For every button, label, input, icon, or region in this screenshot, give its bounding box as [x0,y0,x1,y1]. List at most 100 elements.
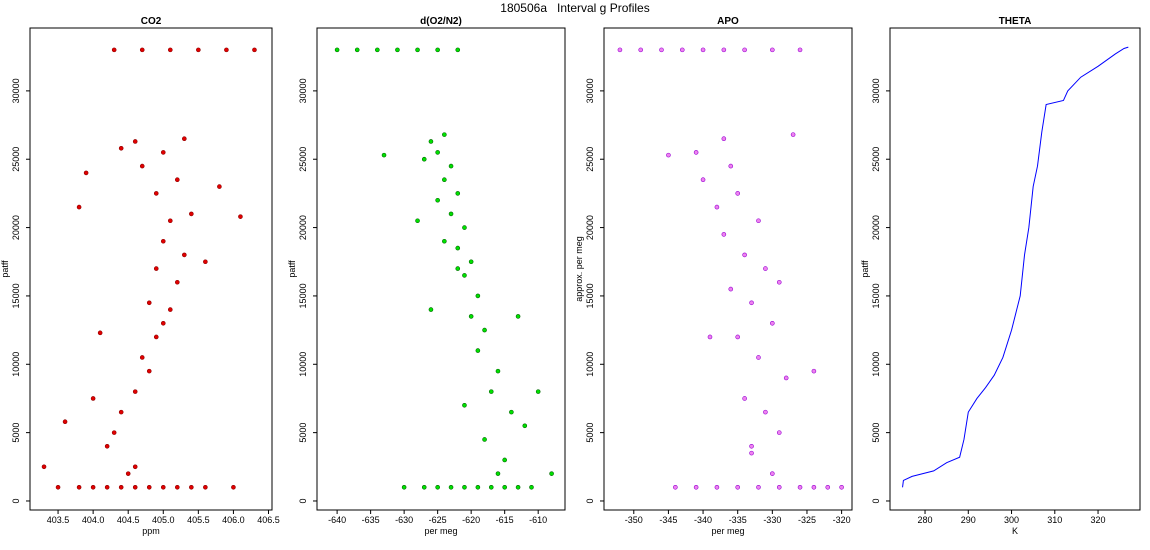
data-point [462,485,467,490]
data-point [763,266,768,271]
panel-title: d(O2/N2) [420,16,462,27]
data-point [175,279,180,285]
data-point [638,47,644,53]
data-point [435,150,440,155]
data-point [125,471,131,476]
panel-title: CO2 [141,16,162,27]
data-point [153,334,159,340]
data-point [790,132,796,137]
data-point [735,485,740,490]
data-point [468,314,474,319]
data-point [118,145,124,151]
data-point [104,485,110,490]
x-tick-label: -630 [395,515,413,525]
data-point [776,279,782,285]
figure-title: 180506a Interval g Profiles [500,1,649,15]
data-point [535,389,541,394]
data-point [509,409,514,415]
data-point [742,47,747,53]
data-point [375,47,380,53]
data-point [104,443,110,449]
data-point [231,485,236,490]
x-tick-label: 405.5 [187,515,210,525]
y-tick-label: 25000 [585,147,595,172]
data-point [76,485,82,490]
y-tick-label: 30000 [585,78,595,103]
data-point [673,485,678,490]
data-point [735,334,740,340]
y-tick-label: 15000 [585,283,595,308]
data-point [455,47,461,53]
data-point [415,47,420,53]
panel-title: APO [717,16,739,27]
data-point [839,485,844,490]
y-tick-label: 10000 [298,352,308,377]
data-point [749,443,754,449]
panel-title: THETA [999,16,1032,27]
data-point [721,136,727,142]
data-point [421,485,427,490]
plot-frame [889,27,1141,511]
x-tick-label: -350 [625,515,643,525]
x-tick-label: 403.5 [47,515,70,525]
x-tick-label: -620 [462,515,480,525]
y-tick-label: 10000 [585,352,595,377]
data-point [55,485,61,490]
data-point [167,218,173,224]
data-point [728,163,734,169]
data-point [756,218,761,224]
data-point [468,259,474,265]
data-point [693,485,699,490]
data-point [502,485,507,490]
y-tick-label: 25000 [11,147,21,172]
data-point [679,47,685,53]
data-point [146,300,152,306]
data-point [111,430,117,435]
data-point [488,389,494,394]
data-point [811,485,817,490]
data-point [462,273,467,278]
y-axis-label: approx. per meg [574,236,584,302]
data-point [770,320,775,326]
data-point [160,485,166,490]
data-point [475,485,481,490]
x-tick-label: -345 [659,515,677,525]
y-tick-label: 5000 [298,423,308,443]
x-tick-label: -340 [694,515,712,525]
data-point [175,177,180,183]
data-point [442,132,447,137]
data-point [76,204,82,210]
data-point [797,485,803,490]
data-point [421,156,427,162]
x-axis-label: K [1012,526,1018,536]
data-point [182,136,187,142]
data-point [728,286,734,292]
data-point [495,368,501,374]
y-axis-label: patff [860,260,870,278]
data-point [455,266,461,271]
data-point [735,191,740,196]
data-point [132,389,138,394]
data-point [132,485,138,490]
x-tick-label: -615 [496,515,514,525]
data-point [462,402,467,408]
data-point [776,430,782,435]
y-tick-label: 5000 [11,423,21,443]
data-point [153,191,159,196]
data-point [756,355,761,360]
data-point [217,184,222,189]
x-tick-label: 290 [961,515,976,525]
data-point [189,211,194,217]
data-point [522,423,528,429]
data-point [495,471,501,476]
data-point [354,47,360,53]
data-point [146,368,152,374]
data-point [401,485,407,490]
data-point [488,485,494,490]
y-tick-label: 15000 [871,283,881,308]
x-tick-label: -610 [529,515,547,525]
x-tick-label: -635 [362,515,380,525]
data-point [167,47,173,53]
data-point [167,307,173,312]
data-point [252,47,257,53]
